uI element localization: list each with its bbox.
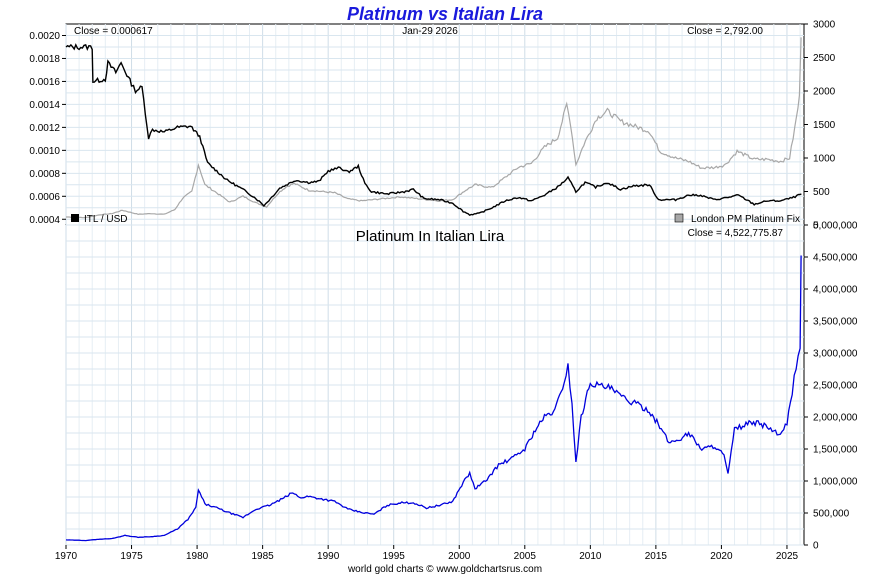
top-panel-frame	[65, 23, 805, 226]
top-right-axis: 0 500 1000 1500 2000 2500 3000	[804, 20, 836, 232]
tick-label-x: 2020	[710, 551, 733, 562]
tick-label-x: 2015	[645, 551, 668, 562]
tick-label-x: 1980	[186, 551, 209, 562]
tick-label-x: 1985	[252, 551, 275, 562]
tick-label-x: 1975	[120, 551, 143, 562]
top-left-axis: 0.0004 0.0006 0.0008 0.0010 0.0012 0.0014 0.00…	[29, 31, 66, 226]
tick-label-y-bottom: 500,000	[813, 509, 850, 520]
tick-label-y-bottom: 4,000,000	[813, 285, 858, 296]
tick-label-y-bottom: 2,500,000	[813, 381, 858, 392]
top-date-label: Jan-29 2026	[402, 26, 458, 37]
tick-label-y-right: 1000	[813, 154, 836, 165]
legend-label-itl-usd: ITL / USD	[84, 214, 128, 225]
top-close-right: Close = 2,792.00	[687, 26, 763, 37]
series-line-platinum	[66, 37, 802, 219]
tick-label-y-right: 3000	[813, 20, 836, 31]
tick-label-y-bottom: 1,500,000	[813, 445, 858, 456]
tick-label-y-bottom: 1,000,000	[813, 477, 858, 488]
tick-label-x: 1970	[55, 551, 78, 562]
tick-label-x: 1990	[317, 551, 340, 562]
tick-label-y-right: 500	[813, 187, 830, 198]
tick-label-x: 2025	[776, 551, 799, 562]
x-axis: 1970 1975 1980 1985 1990 1995 2000 2005 2010 2015…	[55, 545, 799, 562]
tick-label-y-left: 0.0018	[29, 54, 60, 65]
tick-label-y-left: 0.0012	[29, 123, 60, 134]
tick-label-x: 1995	[383, 551, 406, 562]
tick-label-y-left: 0.0016	[29, 77, 60, 88]
tick-label-x: 2010	[579, 551, 602, 562]
tick-label-y-left: 0.0010	[29, 146, 60, 157]
tick-label-x: 2000	[448, 551, 471, 562]
tick-label-y-right: 2000	[813, 87, 836, 98]
footer-credit: world gold charts © www.goldchartsrus.co…	[347, 564, 542, 575]
tick-label-y-left: 0.0006	[29, 192, 60, 203]
tick-label-y-bottom: 4,500,000	[813, 253, 858, 264]
bottom-grid	[65, 224, 804, 546]
bottom-panel-title: Platinum In Italian Lira	[356, 228, 505, 245]
top-grid	[65, 24, 804, 225]
bottom-right-axis: 0 500,000 1,000,000 1,500,000 2,000,000 2,500…	[804, 221, 858, 552]
bottom-panel: 0 500,000 1,000,000 1,500,000 2,000,000 2,500…	[65, 221, 858, 552]
tick-label-y-right: 0	[813, 221, 819, 232]
tick-label-y-bottom: 2,000,000	[813, 413, 858, 424]
tick-label-y-right: 2500	[813, 53, 836, 64]
tick-label-y-bottom: 5,000,000	[813, 221, 858, 232]
tick-label-y-bottom: 3,000,000	[813, 349, 858, 360]
tick-label-y-right: 1500	[813, 120, 836, 131]
legend-swatch-platinum	[674, 213, 684, 223]
series-line-itl-usd	[65, 43, 802, 217]
tick-label-y-bottom: 3,500,000	[813, 317, 858, 328]
tick-label-x: 2005	[514, 551, 537, 562]
tick-label-y-left: 0.0004	[29, 215, 60, 226]
legend-swatch-itl-usd	[71, 214, 79, 222]
top-panel: 0.0004 0.0006 0.0008 0.0010 0.0012 0.0014 0.00…	[29, 20, 835, 232]
series-line-platinum-in-lira	[65, 255, 802, 542]
legend-label-platinum: London PM Platinum Fix	[691, 214, 800, 225]
bottom-close: Close = 4,522,775.87	[688, 228, 784, 239]
chart-title: Platinum vs Italian Lira	[347, 4, 543, 24]
tick-label-y-bottom: 0	[813, 541, 819, 552]
tick-label-y-left: 0.0008	[29, 169, 60, 180]
tick-label-y-left: 0.0020	[29, 31, 60, 42]
top-close-left: Close = 0.000617	[74, 26, 153, 37]
tick-label-y-left: 0.0014	[29, 100, 60, 111]
